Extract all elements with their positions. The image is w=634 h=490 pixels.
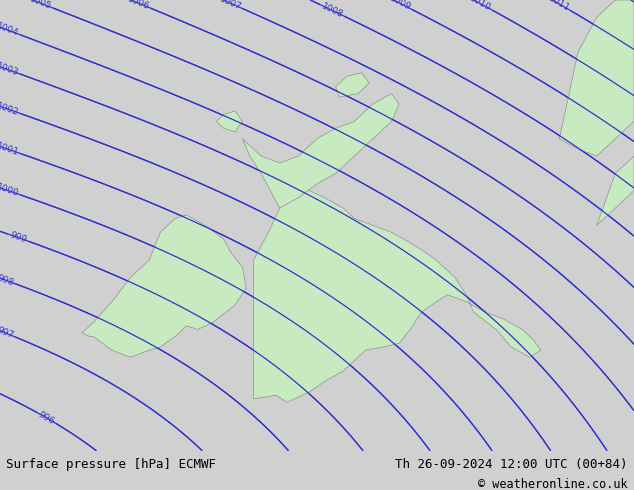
Text: 1009: 1009	[388, 0, 412, 13]
Text: 1005: 1005	[28, 0, 53, 11]
Text: 997: 997	[0, 325, 15, 341]
Polygon shape	[216, 111, 242, 132]
Text: 1006: 1006	[126, 0, 150, 12]
Text: © weatheronline.co.uk: © weatheronline.co.uk	[478, 478, 628, 490]
Polygon shape	[559, 0, 634, 156]
Polygon shape	[254, 191, 541, 402]
Text: 996: 996	[37, 410, 56, 426]
Text: 1000: 1000	[0, 182, 20, 198]
Text: 998: 998	[0, 273, 15, 287]
Text: 1008: 1008	[320, 1, 345, 20]
Text: 1007: 1007	[217, 0, 242, 12]
Polygon shape	[597, 156, 634, 225]
Text: Surface pressure [hPa] ECMWF: Surface pressure [hPa] ECMWF	[6, 458, 216, 471]
Text: Th 26-09-2024 12:00 UTC (00+84): Th 26-09-2024 12:00 UTC (00+84)	[395, 458, 628, 471]
Text: 999: 999	[8, 230, 28, 245]
Text: 1001: 1001	[0, 141, 20, 157]
Polygon shape	[335, 73, 369, 97]
Text: 1003: 1003	[0, 61, 20, 77]
Text: 1011: 1011	[547, 0, 571, 13]
Text: 1010: 1010	[469, 0, 493, 13]
Polygon shape	[82, 215, 246, 357]
Text: 1004: 1004	[0, 22, 20, 38]
Text: 1002: 1002	[0, 101, 20, 117]
Polygon shape	[242, 94, 399, 208]
